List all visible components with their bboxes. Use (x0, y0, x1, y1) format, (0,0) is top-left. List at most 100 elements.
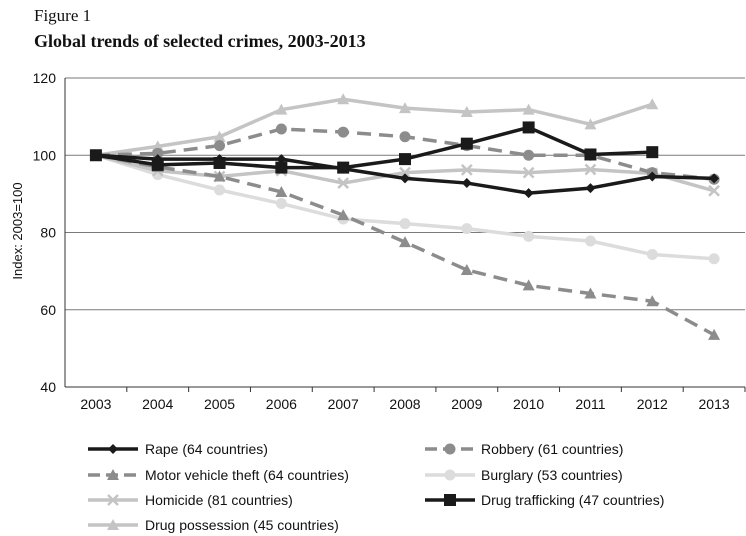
data-point-burglary-2013 (708, 253, 720, 265)
data-point-motor-vehicle-theft-2010 (522, 279, 535, 291)
series-line-drug-possession (95, 97, 653, 157)
x-tick-labels: 2003 2004 2005 2006 2007 2008 2009 2010 2011 2012… (80, 387, 746, 412)
legend-item-robbery: Robbery (61 countries) (425, 441, 623, 457)
data-point-robbery-2007 (337, 126, 349, 138)
data-point-drug-possession-2005 (213, 130, 226, 142)
series-line-motor-vehicle-theft (95, 153, 715, 337)
data-point-rape-2012 (647, 171, 658, 182)
y-tick-label-100: 100 (33, 147, 57, 163)
data-point-homicide-2007 (337, 177, 350, 189)
legend-label: Burglary (53 countries) (481, 467, 623, 483)
data-point-motor-vehicle-theft-2006 (275, 185, 288, 197)
legend: Rape (64 countries) Robbery (61 countries… (88, 441, 664, 533)
data-point-motor-vehicle-theft-2008 (399, 236, 411, 248)
data-point-drug-trafficking-2007 (337, 161, 350, 174)
legend-swatch-marker (107, 494, 119, 506)
data-point-robbery-2004 (152, 147, 164, 159)
data-point-motor-vehicle-theft-2013 (708, 328, 721, 340)
data-point-motor-vehicle-theft-2012 (646, 295, 659, 307)
data-point-drug-trafficking-2012 (646, 146, 659, 159)
data-point-burglary-2011 (584, 235, 596, 247)
data-point-drug-possession-2004 (151, 140, 164, 152)
data-point-drug-possession-2012 (646, 98, 659, 110)
data-point-drug-trafficking-2009 (460, 137, 473, 150)
data-point-drug-possession-2008 (399, 102, 411, 114)
y-tick-labels: 40 60 80 100 120 (33, 70, 57, 395)
data-point-burglary-2009 (461, 223, 473, 235)
y-tick-label-40: 40 (40, 379, 56, 395)
legend-swatch-marker (444, 469, 456, 481)
y-tick-label-60: 60 (40, 302, 56, 318)
series-drug-trafficking (89, 121, 659, 174)
data-point-drug-possession-2007 (337, 93, 350, 105)
data-point-rape-2013 (709, 173, 720, 184)
legend-swatch-marker (107, 469, 119, 480)
data-point-burglary-2006 (275, 198, 287, 210)
x-tick-label-2005: 2005 (204, 396, 235, 412)
x-tick-label-2011: 2011 (575, 396, 605, 412)
data-point-burglary-2008 (399, 218, 411, 230)
data-point-rape-2008 (400, 173, 410, 184)
data-point-drug-trafficking-2004 (151, 158, 164, 171)
data-point-homicide-2010 (522, 166, 535, 179)
x-tick-label-2004: 2004 (142, 396, 173, 412)
data-point-homicide-2008 (399, 166, 411, 179)
legend-swatch-marker (444, 494, 456, 506)
y-tick-label-80: 80 (40, 225, 56, 241)
data-point-rape-2009 (461, 178, 472, 189)
x-tick-label-2012: 2012 (637, 396, 668, 412)
legend-label: Homicide (81 countries) (145, 492, 293, 508)
x-tick-label-2009: 2009 (451, 396, 482, 412)
data-point-motor-vehicle-theft-2005 (213, 170, 226, 182)
y-axis-label: Index: 2003=100 (10, 182, 25, 279)
data-point-robbery-2005 (214, 140, 226, 152)
data-point-robbery-2008 (399, 131, 411, 143)
x-tick-label-2010: 2010 (513, 396, 544, 412)
data-point-homicide-2011 (584, 163, 597, 176)
legend-swatch-marker (444, 443, 456, 455)
data-point-drug-trafficking-2003 (89, 149, 102, 162)
data-point-robbery-2006 (275, 123, 287, 135)
legend-label: Drug trafficking (47 countries) (481, 492, 664, 508)
figure-label: Figure 1 (34, 6, 92, 25)
data-point-burglary-2010 (523, 230, 535, 242)
series-layer (89, 93, 721, 340)
x-tick-label-2013: 2013 (699, 396, 730, 412)
series-line-drug-trafficking (95, 125, 653, 170)
data-point-drug-trafficking-2008 (399, 153, 411, 166)
data-point-drug-possession-2011 (584, 118, 597, 130)
data-point-homicide-2013 (708, 184, 720, 197)
data-point-motor-vehicle-theft-2007 (337, 209, 350, 221)
legend-swatch-marker (108, 444, 118, 454)
legend-item-motor-vehicle-theft: Motor vehicle theft (64 countries) (88, 467, 349, 483)
data-point-motor-vehicle-theft-2011 (584, 287, 597, 299)
x-tick-label-2008: 2008 (389, 396, 420, 412)
data-point-rape-2010 (523, 188, 534, 199)
data-point-drug-possession-2006 (275, 103, 288, 115)
legend-item-drug-possession: Drug possession (45 countries) (88, 517, 339, 533)
data-point-drug-trafficking-2006 (275, 161, 288, 174)
legend-item-homicide: Homicide (81 countries) (88, 492, 293, 508)
data-point-rape-2011 (585, 183, 596, 194)
legend-label: Motor vehicle theft (64 countries) (145, 467, 349, 483)
data-point-robbery-2010 (523, 149, 535, 161)
chart-title: Global trends of selected crimes, 2003-2… (34, 31, 366, 51)
x-tick-label-2006: 2006 (266, 396, 297, 412)
data-point-motor-vehicle-theft-2009 (460, 263, 473, 275)
x-tick-label-2003: 2003 (80, 396, 111, 412)
data-point-drug-possession-2010 (522, 103, 535, 115)
data-point-burglary-2012 (646, 249, 658, 261)
legend-label: Rape (64 countries) (145, 441, 268, 457)
legend-item-drug-trafficking: Drug trafficking (47 countries) (425, 492, 664, 508)
data-point-drug-possession-2009 (460, 105, 473, 117)
axes (64, 78, 745, 388)
data-point-homicide-2009 (460, 164, 473, 176)
data-point-drug-trafficking-2010 (522, 121, 535, 134)
data-point-burglary-2005 (214, 184, 226, 196)
data-point-drug-trafficking-2005 (213, 156, 226, 169)
legend-label: Drug possession (45 countries) (145, 517, 339, 533)
data-point-drug-trafficking-2011 (584, 148, 597, 161)
y-tick-label-120: 120 (33, 70, 57, 86)
legend-label: Robbery (61 countries) (481, 441, 623, 457)
